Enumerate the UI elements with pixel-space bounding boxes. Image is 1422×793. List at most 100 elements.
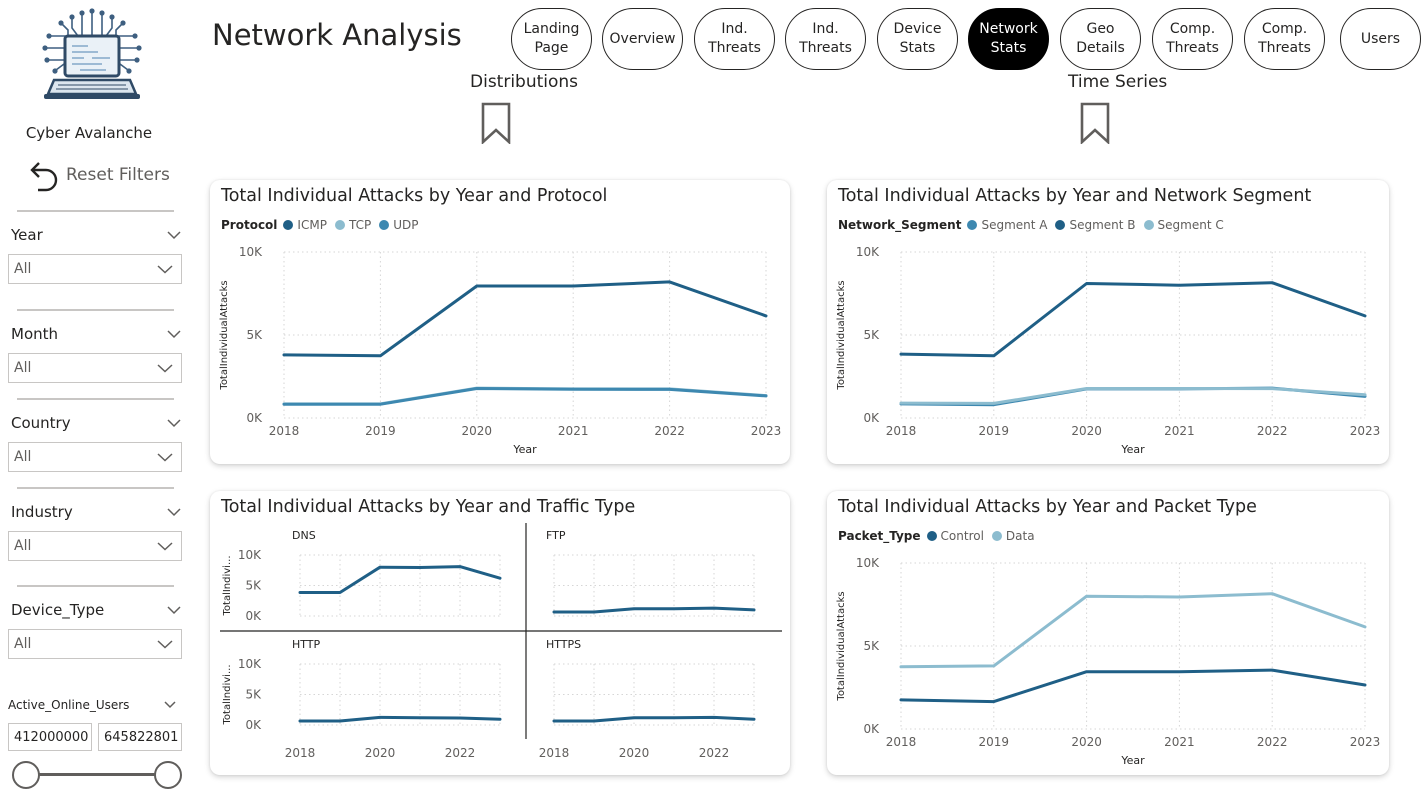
slicer-dropdown[interactable]: All xyxy=(8,442,182,472)
slicer-label: Month xyxy=(11,325,59,343)
undo-arrow-icon xyxy=(30,162,58,192)
slicer-selected-value: All xyxy=(14,261,32,277)
legend-item-control[interactable]: Control xyxy=(926,529,984,543)
nav-button-geo-details-6[interactable]: Geo Details xyxy=(1060,8,1141,70)
x-tick-label: 2018 xyxy=(539,746,570,760)
legend-label: Segment C xyxy=(1157,218,1224,232)
nav-button-label: Comp. Threats xyxy=(1258,21,1311,56)
x-tick-label: 2020 xyxy=(1071,735,1102,749)
range-slicer-label: Active_Online_Users xyxy=(8,698,130,712)
slicer-divider xyxy=(17,585,174,587)
chart-legend: Packet_Type Control Data xyxy=(838,529,1043,543)
chevron-down-icon[interactable] xyxy=(164,701,176,709)
series-line-segment-b xyxy=(899,281,1367,358)
slicer-divider xyxy=(17,210,174,212)
y-tick-label: 5K xyxy=(245,688,262,702)
chevron-down-icon[interactable] xyxy=(167,507,181,517)
y-axis-label: TotalIndivi... xyxy=(222,556,233,617)
slicer-label: Year xyxy=(11,226,43,244)
nav-button-label: Geo Details xyxy=(1076,21,1125,56)
chart-title: Total Individual Attacks by Year and Tra… xyxy=(221,497,636,517)
legend-item-segment-c[interactable]: Segment C xyxy=(1143,218,1224,232)
chevron-down-icon[interactable] xyxy=(167,329,181,339)
network-segment-chart-card[interactable]: Total Individual Attacks by Year and Net… xyxy=(827,180,1389,464)
slicer-divider xyxy=(17,309,174,311)
legend-dot xyxy=(1143,220,1154,230)
x-tick-label: 2018 xyxy=(886,424,917,438)
nav-button-device-stats-4[interactable]: Device Stats xyxy=(877,8,958,70)
legend-item-udp[interactable]: UDP xyxy=(379,218,418,232)
y-tick-label: 10K xyxy=(238,657,262,671)
series-line-segment-c xyxy=(899,387,1367,405)
distributions-bookmark-icon[interactable] xyxy=(481,102,511,145)
range-slider-max-handle[interactable] xyxy=(154,761,182,789)
reset-filters-button[interactable]: Reset Filters xyxy=(28,158,170,192)
packet-type-chart-card[interactable]: Total Individual Attacks by Year and Pac… xyxy=(827,491,1389,775)
slicer-label: Device_Type xyxy=(11,601,105,619)
range-slider-track[interactable] xyxy=(26,773,168,776)
x-axis-label: Year xyxy=(1120,754,1145,767)
legend-item-tcp[interactable]: TCP xyxy=(334,218,372,232)
legend-label: Data xyxy=(1005,529,1035,543)
x-tick-label: 2019 xyxy=(979,735,1010,749)
legend-item-data[interactable]: Data xyxy=(991,529,1035,543)
chevron-down-icon[interactable] xyxy=(167,230,181,240)
y-tick-label: 10K xyxy=(238,548,262,562)
slicer-dropdown[interactable]: All xyxy=(8,353,182,383)
slicer-selected-value: All xyxy=(14,360,32,376)
x-tick-label: 2022 xyxy=(1257,424,1288,438)
chevron-down-icon xyxy=(157,639,173,649)
series-line-udp xyxy=(282,387,768,406)
legend-dot xyxy=(991,531,1002,541)
y-tick-label: 0K xyxy=(246,411,263,425)
time-series-bookmark-icon[interactable] xyxy=(1080,102,1110,145)
nav-button-users-9[interactable]: Users xyxy=(1340,8,1421,70)
y-axis-label: TotalIndivi... xyxy=(222,665,233,726)
legend-dot xyxy=(1055,220,1066,230)
y-tick-label: 10K xyxy=(239,245,263,259)
cyber-avalanche-logo xyxy=(36,6,148,110)
reset-filters-label: Reset Filters xyxy=(66,165,170,185)
nav-button-network-stats-5[interactable]: Network Stats xyxy=(968,8,1049,70)
nav-button-ind-threats-3[interactable]: Ind. Threats xyxy=(785,8,866,70)
circuit-laptop-icon xyxy=(42,8,142,99)
slicer-dropdown[interactable]: All xyxy=(8,531,182,561)
slicer-dropdown[interactable]: All xyxy=(8,254,182,284)
chevron-down-icon[interactable] xyxy=(167,605,181,615)
nav-button-label: Comp. Threats xyxy=(1166,21,1219,56)
range-min-input[interactable] xyxy=(8,723,92,751)
page-title: Network Analysis xyxy=(212,18,462,52)
x-tick-label: 2023 xyxy=(1350,735,1381,749)
range-max-input[interactable] xyxy=(98,723,182,751)
y-tick-label: 10K xyxy=(856,556,880,570)
y-axis-label: TotalIndividualAttacks xyxy=(836,280,847,390)
legend-label: TCP xyxy=(348,218,372,232)
chevron-down-icon xyxy=(157,452,173,462)
chart-legend: Network_Segment Segment A Segment B Segment… xyxy=(838,218,1232,232)
panel-line-ftp xyxy=(552,606,756,614)
protocol-chart-card[interactable]: Total Individual Attacks by Year and Pro… xyxy=(210,180,790,464)
slicer-divider xyxy=(17,487,174,489)
nav-button-label: Overview xyxy=(609,30,676,47)
nav-button-overview-1[interactable]: Overview xyxy=(602,8,683,70)
x-axis-label: Year xyxy=(512,443,537,456)
slicer-dropdown[interactable]: All xyxy=(8,629,182,659)
nav-button-ind-threats-2[interactable]: Ind. Threats xyxy=(694,8,775,70)
traffic-type-chart-card[interactable]: Total Individual Attacks by Year and Tra… xyxy=(210,491,790,775)
legend-item-segment-b[interactable]: Segment B xyxy=(1055,218,1136,232)
nav-button-landing-page-0[interactable]: Landing Page xyxy=(511,8,592,70)
legend-item-icmp[interactable]: ICMP xyxy=(283,218,327,232)
filter-sidebar: Cyber Avalanche Reset Filters Year All Mon… xyxy=(0,0,190,793)
nav-button-comp-threats-8[interactable]: Comp. Threats xyxy=(1244,8,1325,70)
panel-line-https xyxy=(552,715,756,723)
y-tick-label: 0K xyxy=(863,411,880,425)
legend-title: Protocol xyxy=(221,218,278,232)
range-slider-min-handle[interactable] xyxy=(12,761,40,789)
chart-title: Total Individual Attacks by Year and Net… xyxy=(838,186,1312,206)
nav-button-comp-threats-7[interactable]: Comp. Threats xyxy=(1152,8,1233,70)
chevron-down-icon[interactable] xyxy=(167,418,181,428)
series-line-control xyxy=(899,668,1367,704)
nav-button-label: Ind. Threats xyxy=(708,21,761,56)
x-tick-label: 2020 xyxy=(1071,424,1102,438)
legend-item-segment-a[interactable]: Segment A xyxy=(967,218,1047,232)
